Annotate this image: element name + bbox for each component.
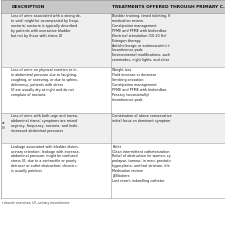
Bar: [1, 13, 225, 67]
Text: Loss of urine on physical exertion or in-
in abdominal pressure due to laughing,: Loss of urine on physical exertion or in…: [11, 68, 79, 97]
Bar: [1, 143, 225, 198]
Text: Loss of urine associated with a strong de-
to void; might be accompanied by freq: Loss of urine associated with a strong d…: [11, 14, 81, 38]
Text: DESCRIPTION: DESCRIPTION: [12, 5, 45, 9]
Text: Combination of above conservative
initial focus on dominant symptom: Combination of above conservative initia…: [112, 114, 172, 123]
Text: ve
(II): ve (II): [2, 122, 6, 130]
Text: TREATMENTS OFFERED THROUGH PRIMARY C...: TREATMENTS OFFERED THROUGH PRIMARY C...: [112, 5, 225, 9]
Text: Refer
Clean intermittent catheterization
Relief of obstruction (in women, cy
pro: Refer Clean intermittent catheterization…: [112, 145, 171, 183]
Bar: [1, 67, 225, 113]
Bar: [1, 113, 225, 143]
Text: Weight loss
Fluid increase or decrease
Smoking cessation
Constipation management: Weight loss Fluid increase or decrease S…: [112, 68, 167, 101]
Bar: [1, 0, 225, 13]
Text: Bladder training, timed toileting, fl
medication review
Constipation management
: Bladder training, timed toileting, fl me…: [112, 14, 171, 62]
Text: r muscle exercises, UI—urinary incontinence: r muscle exercises, UI—urinary incontine…: [2, 201, 69, 205]
Text: Loss of urine with both urge and increa-
abdominal stress; symptoms are mixed
ur: Loss of urine with both urge and increa-…: [11, 114, 79, 133]
Text: Leakage associated with bladder disten-
urinary retention; leakage with increase: Leakage associated with bladder disten- …: [11, 145, 80, 173]
